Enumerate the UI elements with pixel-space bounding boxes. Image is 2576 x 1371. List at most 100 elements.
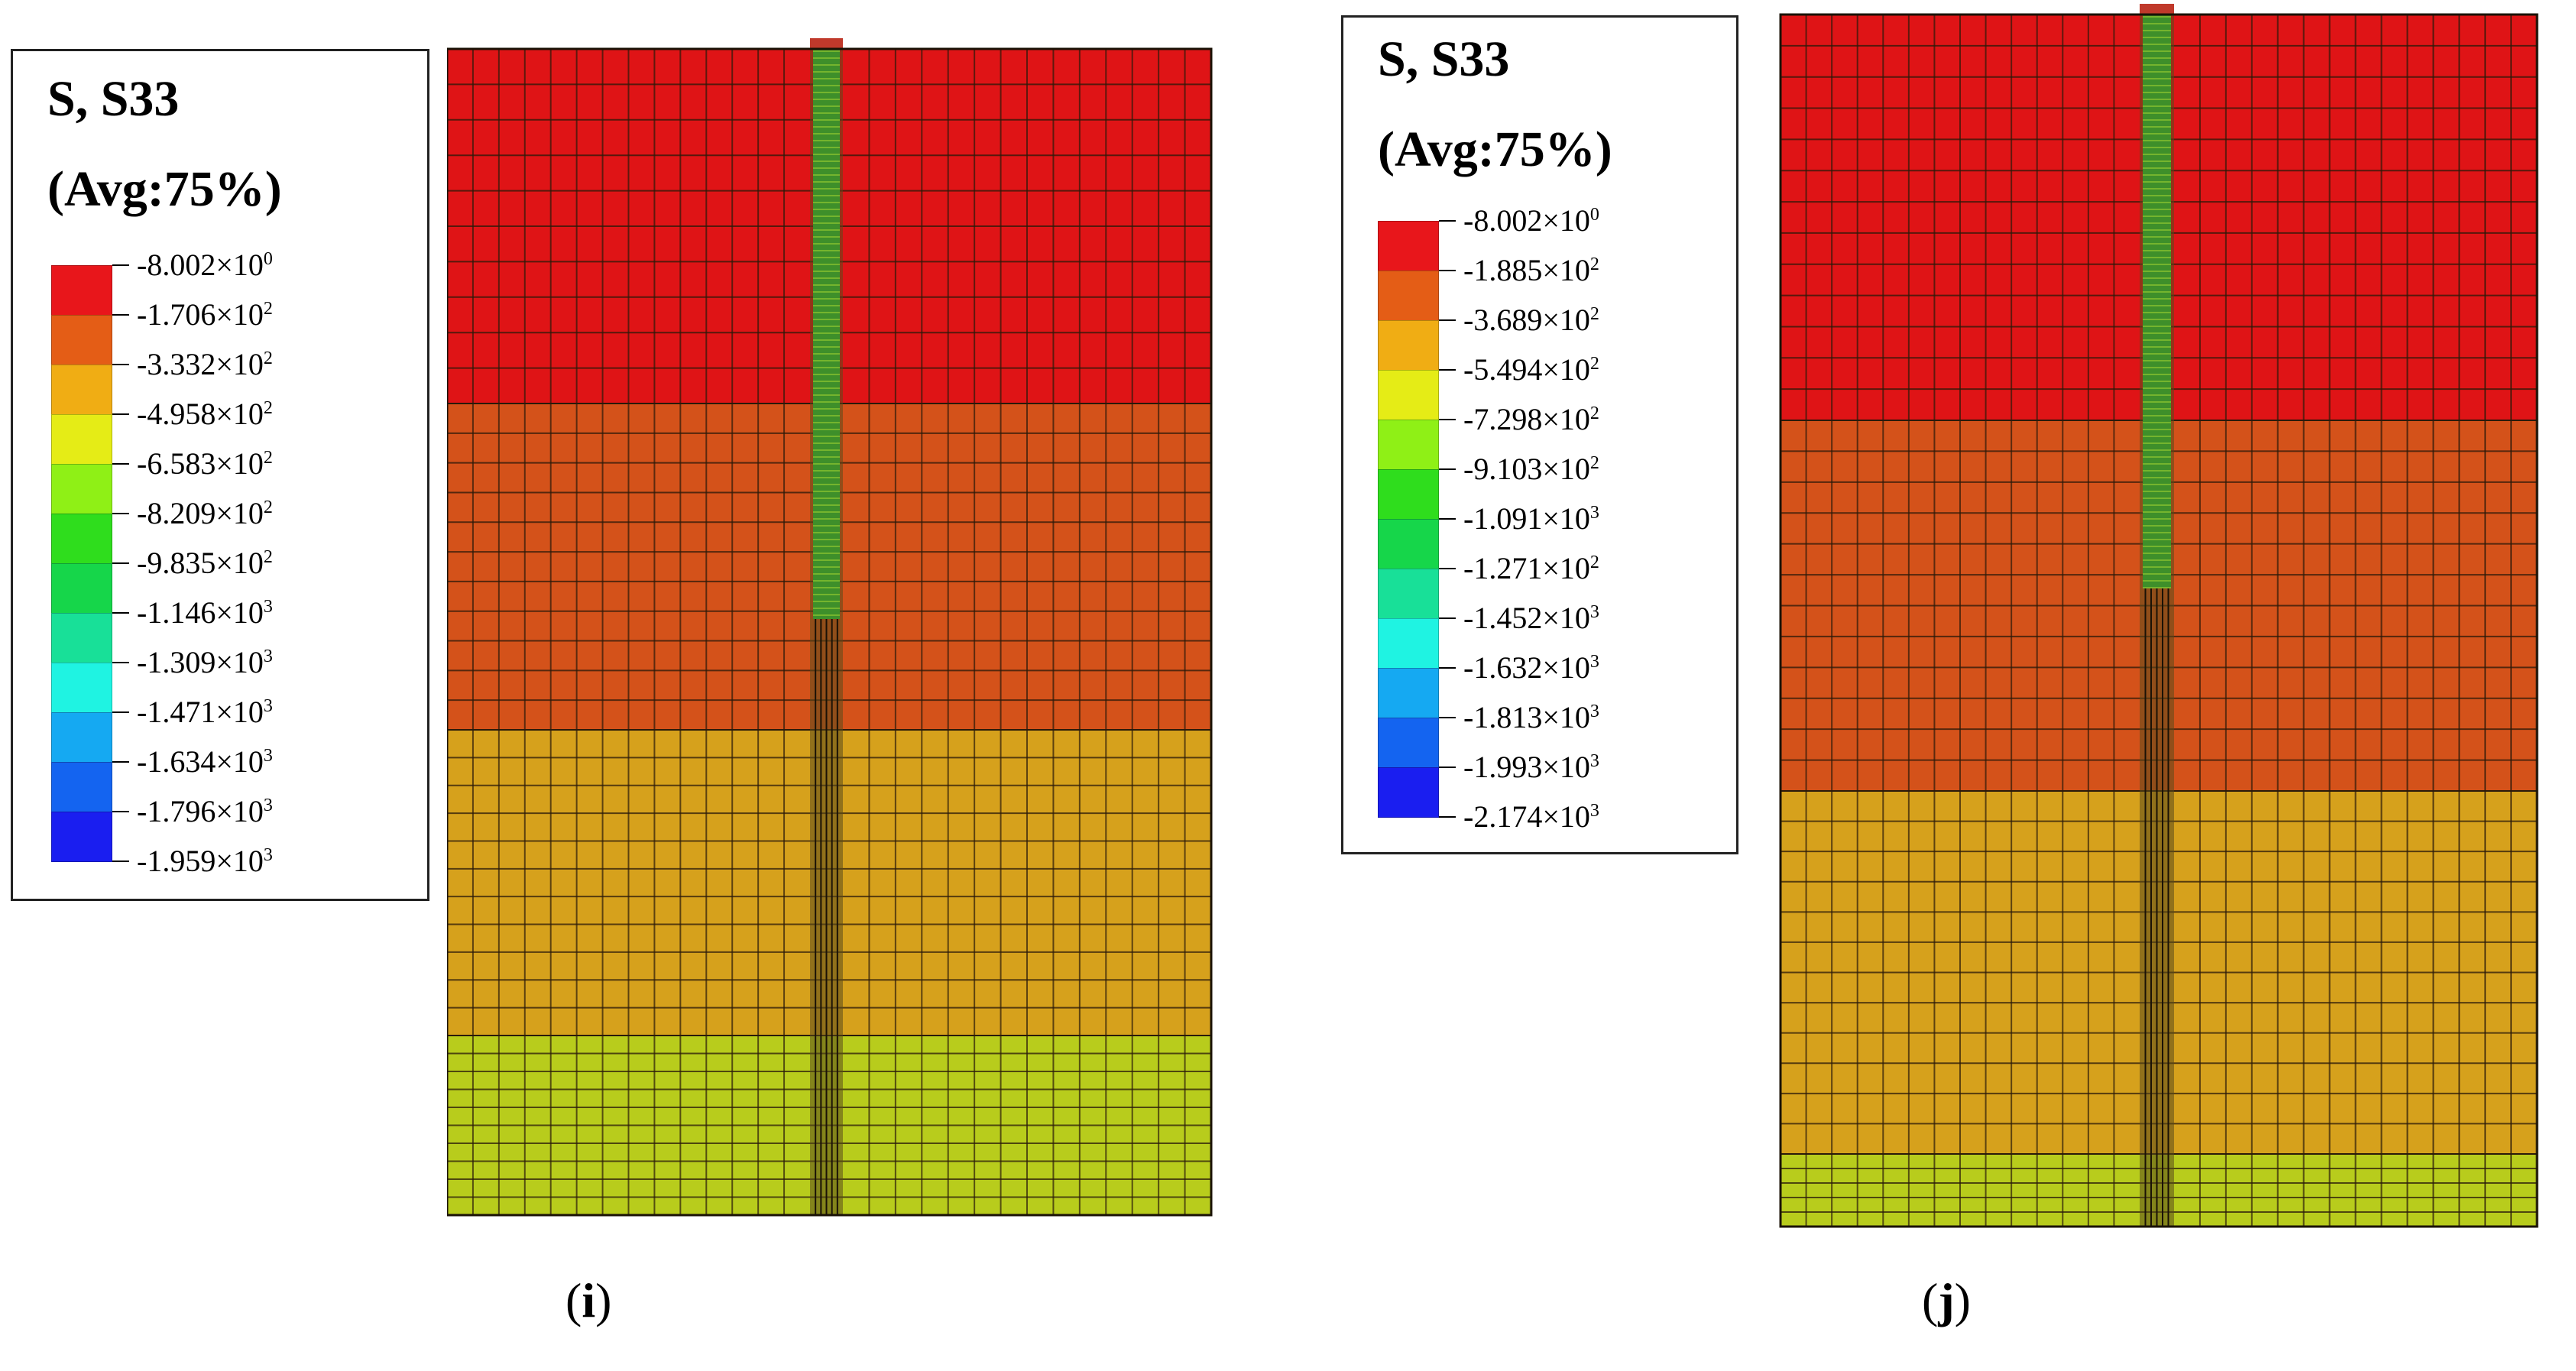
- colorbar-swatch: [51, 812, 112, 862]
- colorbar-tick: [112, 662, 129, 663]
- tick-mantissa: -1.146: [137, 595, 216, 630]
- tick-exponent: 3: [1589, 751, 1599, 771]
- colorbar-swatch: [1378, 221, 1439, 271]
- tick-exponent: 2: [263, 448, 273, 468]
- colorbar-tick-label: -1.146×103: [137, 598, 273, 628]
- tick-multiply: ×10: [1542, 303, 1590, 337]
- caption-close-paren: ): [1954, 1273, 1971, 1327]
- tick-exponent: 3: [1589, 702, 1599, 721]
- tick-exponent: 2: [263, 398, 273, 418]
- tick-exponent: 2: [263, 547, 273, 567]
- colorbar-swatch: [1378, 718, 1439, 768]
- colorbar-swatch: [1378, 469, 1439, 520]
- tick-mantissa: -1.309: [137, 645, 216, 679]
- tick-multiply: ×10: [1542, 452, 1590, 486]
- tick-multiply: ×10: [1542, 650, 1590, 685]
- legend-box: S, S33 (Avg:75%) -8.002×100 -1.885×102 -3.…: [1341, 15, 1738, 854]
- legend-title: S, S33: [47, 71, 180, 127]
- colorbar-swatch: [1378, 519, 1439, 569]
- tick-multiply: ×10: [1542, 799, 1590, 834]
- tick-mantissa: -1.813: [1463, 700, 1543, 734]
- colorbar-tick: [1439, 270, 1456, 271]
- colorbar-tick-label: -1.706×102: [137, 300, 273, 330]
- colorbar-tick-label: -1.634×103: [137, 747, 273, 777]
- tick-mantissa: -1.634: [137, 744, 216, 779]
- tick-mantissa: -3.689: [1463, 303, 1543, 337]
- soil-mesh-model: [447, 38, 1219, 1223]
- soil-mesh-model: [1765, 4, 2545, 1242]
- colorbar-tick-label: -6.583×102: [137, 449, 273, 479]
- tick-exponent: 2: [1589, 254, 1599, 274]
- colorbar-swatch: [1378, 420, 1439, 470]
- panel-caption: (i): [565, 1272, 611, 1329]
- tick-multiply: ×10: [1542, 402, 1590, 436]
- mesh-canvas: [447, 38, 1213, 1217]
- caption-open-paren: (: [1922, 1273, 1939, 1327]
- tick-multiply: ×10: [215, 496, 264, 530]
- colorbar-swatch: [51, 265, 112, 316]
- tick-multiply: ×10: [1542, 700, 1590, 734]
- caption-open-paren: (: [565, 1273, 582, 1327]
- colorbar-tick: [1439, 816, 1456, 818]
- colorbar-tick: [112, 513, 129, 514]
- tick-multiply: ×10: [215, 595, 264, 630]
- colorbar-tick: [1439, 220, 1456, 222]
- colorbar-tick: [112, 562, 129, 564]
- tick-multiply: ×10: [215, 347, 264, 381]
- colorbar-tick: [1439, 419, 1456, 420]
- colorbar-tick-label: -1.471×103: [137, 697, 273, 728]
- colorbar-tick-label: -5.494×102: [1463, 355, 1599, 385]
- colorbar-tick: [1439, 617, 1456, 619]
- colorbar-swatch: [51, 762, 112, 812]
- tick-exponent: 3: [1589, 801, 1599, 821]
- pile-cap: [2140, 4, 2174, 15]
- pile-cap: [810, 38, 843, 49]
- colorbar-swatch: [1378, 370, 1439, 420]
- tick-multiply: ×10: [215, 844, 264, 878]
- colorbar-tick-label: -1.885×102: [1463, 255, 1599, 286]
- colorbar-swatch: [1378, 767, 1439, 818]
- tick-mantissa: -4.958: [137, 397, 216, 431]
- colorbar-tick: [112, 264, 129, 266]
- colorbar-tick: [1439, 667, 1456, 669]
- colorbar-swatch: [51, 414, 112, 465]
- colorbar-tick-label: -8.002×100: [137, 250, 273, 280]
- mesh-canvas: [1779, 4, 2539, 1228]
- colorbar-tick: [1439, 369, 1456, 371]
- colorbar-tick-label: -3.332×102: [137, 349, 273, 380]
- tick-mantissa: -1.993: [1463, 750, 1543, 784]
- figure-panel-j: S, S33 (Avg:75%) -8.002×100 -1.885×102 -3.…: [1299, 0, 2576, 1371]
- colorbar-tick: [112, 364, 129, 365]
- colorbar-swatch: [1378, 320, 1439, 371]
- colorbar-tick-label: -8.002×100: [1463, 206, 1599, 236]
- tick-mantissa: -8.209: [137, 496, 216, 530]
- tick-exponent: 3: [263, 696, 273, 716]
- tick-mantissa: -5.494: [1463, 352, 1543, 387]
- tick-multiply: ×10: [215, 794, 264, 828]
- tick-exponent: 3: [1589, 602, 1599, 622]
- tick-multiply: ×10: [1542, 253, 1590, 287]
- colorbar-tick: [112, 612, 129, 614]
- tick-exponent: 2: [1589, 553, 1599, 572]
- tick-exponent: 0: [1589, 205, 1599, 225]
- colorbar-swatch: [51, 365, 112, 415]
- tick-exponent: 3: [1589, 503, 1599, 523]
- tick-multiply: ×10: [1542, 750, 1590, 784]
- colorbar-swatch: [51, 464, 112, 514]
- colorbar-tick: [112, 314, 129, 316]
- colorbar-tick: [1439, 319, 1456, 321]
- tick-exponent: 3: [1589, 652, 1599, 672]
- colorbar-tick: [1439, 568, 1456, 569]
- tick-multiply: ×10: [1542, 551, 1590, 585]
- colorbar-tick-label: -2.174×103: [1463, 802, 1599, 832]
- tick-exponent: 2: [1589, 453, 1599, 473]
- tick-exponent: 3: [263, 796, 273, 815]
- pile-head: [813, 38, 840, 619]
- colorbar-tick-label: -1.309×103: [137, 647, 273, 678]
- tick-multiply: ×10: [1542, 203, 1590, 238]
- colorbar-tick-label: -7.298×102: [1463, 404, 1599, 435]
- colorbar-tick-label: -4.958×102: [137, 399, 273, 429]
- tick-mantissa: -1.471: [137, 695, 216, 729]
- caption-letter: j: [1938, 1273, 1955, 1327]
- colorbar-tick: [1439, 468, 1456, 470]
